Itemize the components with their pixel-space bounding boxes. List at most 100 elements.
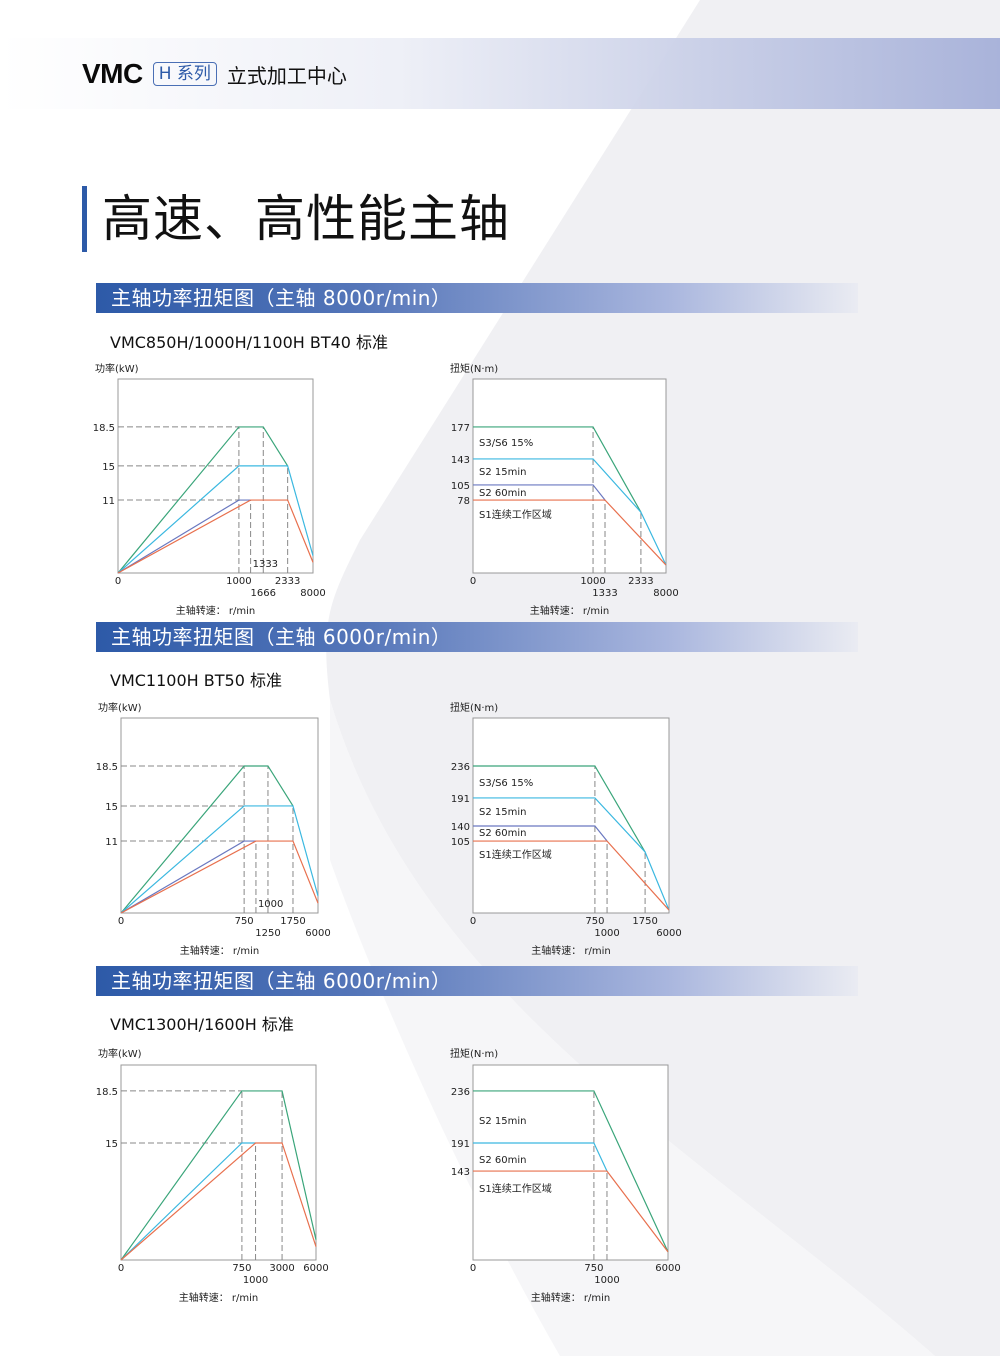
x-tick-label: 3000 bbox=[269, 1263, 294, 1274]
series-line-2 bbox=[473, 458, 667, 566]
y-axis-title: 扭矩(N·m) bbox=[450, 362, 498, 375]
y-tick-label: 15 bbox=[105, 802, 118, 813]
series-line-4 bbox=[473, 840, 670, 911]
region-label: S1连续工作区域 bbox=[479, 848, 552, 861]
series-line-1 bbox=[117, 426, 289, 574]
x-axis-title: 主轴转速： r/min bbox=[531, 1291, 611, 1304]
y-tick-label: 18.5 bbox=[96, 762, 118, 773]
y-tick-label: 177 bbox=[451, 423, 470, 434]
y-tick-label: 191 bbox=[451, 1139, 470, 1150]
x-axis-title: 主轴转速： r/min bbox=[179, 1291, 259, 1304]
series-line-1 bbox=[473, 1090, 669, 1253]
x-tick-label: 8000 bbox=[300, 588, 325, 599]
plot-frame bbox=[472, 1064, 669, 1261]
x-tick-label: 1333 bbox=[253, 559, 278, 570]
model-subtitle: VMC1100H BT50 标准 bbox=[110, 671, 282, 690]
x-tick-label: 1000 bbox=[594, 1275, 619, 1286]
region-label: S2 15min bbox=[479, 1116, 526, 1127]
y-tick-label: 191 bbox=[451, 794, 470, 805]
y-tick-label: 105 bbox=[451, 837, 470, 848]
x-tick-label: 1000 bbox=[226, 576, 251, 587]
section-title: 主轴功率扭矩图（主轴 6000r/min） bbox=[111, 969, 452, 993]
x-tick-label: 0 bbox=[470, 1263, 476, 1274]
series-line-4 bbox=[120, 840, 319, 914]
region-label: S2 60min bbox=[479, 828, 526, 839]
series-line-2 bbox=[120, 1142, 256, 1261]
series-line-2 bbox=[473, 1142, 608, 1172]
y-tick-label: 143 bbox=[451, 1167, 470, 1178]
x-tick-label: 6000 bbox=[305, 928, 330, 939]
series-line-4 bbox=[473, 499, 667, 566]
y-tick-label: 15 bbox=[105, 1139, 118, 1150]
x-tick-label: 6000 bbox=[303, 1263, 328, 1274]
section-header: 主轴功率扭矩图（主轴 6000r/min） bbox=[96, 966, 858, 996]
series-line-3 bbox=[473, 825, 608, 842]
y-tick-label: 11 bbox=[105, 837, 118, 848]
x-axis-title: 主轴转速： r/min bbox=[180, 944, 260, 957]
series-line-2 bbox=[120, 805, 319, 914]
header-band bbox=[0, 38, 1000, 109]
header-brand: VMC H 系列 立式加工中心 bbox=[82, 58, 347, 90]
y-tick-label: 140 bbox=[451, 822, 470, 833]
y-axis-title: 功率(kW) bbox=[98, 1047, 142, 1060]
series-line-3 bbox=[117, 499, 251, 574]
x-tick-label: 1000 bbox=[580, 576, 605, 587]
x-tick-label: 750 bbox=[235, 916, 254, 927]
region-label: S2 15min bbox=[479, 467, 526, 478]
section-header: 主轴功率扭矩图（主轴 6000r/min） bbox=[96, 622, 858, 652]
y-axis-title: 扭矩(N·m) bbox=[450, 701, 498, 714]
series-line-1 bbox=[120, 765, 294, 914]
region-label: S3/S6 15% bbox=[479, 778, 533, 789]
x-tick-label: 750 bbox=[584, 1263, 603, 1274]
y-tick-label: 236 bbox=[451, 1087, 470, 1098]
x-tick-label: 2333 bbox=[628, 576, 653, 587]
section-header: 主轴功率扭矩图（主轴 8000r/min） bbox=[96, 283, 858, 313]
x-tick-label: 6000 bbox=[655, 1263, 680, 1274]
y-tick-label: 18.5 bbox=[96, 1087, 118, 1098]
x-axis-title: 主轴转速： r/min bbox=[530, 604, 610, 617]
series-line-3 bbox=[473, 1170, 669, 1253]
x-tick-label: 6000 bbox=[656, 928, 681, 939]
x-tick-label: 0 bbox=[115, 576, 121, 587]
y-axis-title: 功率(kW) bbox=[98, 701, 142, 714]
region-label: S1连续工作区域 bbox=[479, 1182, 552, 1195]
section-title: 主轴功率扭矩图（主轴 6000r/min） bbox=[111, 625, 452, 649]
region-label: S1连续工作区域 bbox=[479, 508, 552, 521]
region-label: S2 15min bbox=[479, 807, 526, 818]
y-tick-label: 105 bbox=[451, 481, 470, 492]
plot-frame bbox=[117, 378, 314, 574]
header-subtitle: 立式加工中心 bbox=[226, 63, 347, 88]
y-tick-label: 15 bbox=[102, 462, 115, 473]
plot-frame bbox=[120, 1064, 317, 1261]
x-tick-label: 1750 bbox=[280, 916, 305, 927]
section-title: 主轴功率扭矩图（主轴 8000r/min） bbox=[111, 286, 452, 310]
y-tick-label: 78 bbox=[457, 496, 470, 507]
plot-frame bbox=[120, 717, 319, 914]
x-axis-title: 主轴转速： r/min bbox=[531, 944, 611, 957]
series-line-3 bbox=[473, 484, 606, 501]
page-title: 高速、高性能主轴 bbox=[102, 190, 510, 248]
y-axis-title: 功率(kW) bbox=[95, 362, 139, 375]
region-label: S2 60min bbox=[479, 1155, 526, 1166]
y-tick-label: 236 bbox=[451, 762, 470, 773]
y-axis-title: 扭矩(N·m) bbox=[450, 1047, 498, 1060]
x-tick-label: 0 bbox=[470, 916, 476, 927]
plot-frame bbox=[472, 378, 667, 574]
model-subtitle: VMC1300H/1600H 标准 bbox=[110, 1015, 294, 1034]
x-tick-label: 1750 bbox=[632, 916, 657, 927]
y-tick-label: 11 bbox=[102, 496, 115, 507]
series-line-1 bbox=[473, 426, 642, 513]
x-tick-label: 8000 bbox=[653, 588, 678, 599]
y-tick-label: 143 bbox=[451, 455, 470, 466]
series-badge: H 系列 bbox=[152, 62, 217, 86]
x-tick-label: 1000 bbox=[594, 928, 619, 939]
region-label: S2 60min bbox=[479, 488, 526, 499]
x-tick-label: 0 bbox=[118, 916, 124, 927]
